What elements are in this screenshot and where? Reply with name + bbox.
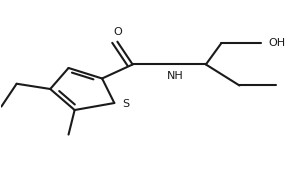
Text: O: O [113, 27, 122, 37]
Text: S: S [122, 99, 129, 109]
Text: NH: NH [167, 72, 184, 82]
Text: OH: OH [269, 38, 286, 48]
